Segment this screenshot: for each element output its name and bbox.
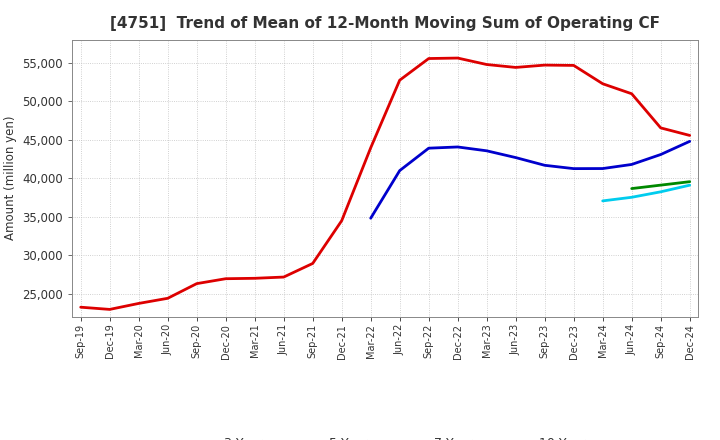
3 Years xyxy=(395,77,404,83)
10 Years xyxy=(657,183,665,188)
Line: 5 Years: 5 Years xyxy=(371,141,690,218)
3 Years xyxy=(105,307,114,312)
3 Years xyxy=(76,304,85,310)
5 Years xyxy=(366,216,375,221)
3 Years xyxy=(221,276,230,281)
3 Years xyxy=(511,65,520,70)
3 Years xyxy=(163,296,172,301)
3 Years xyxy=(627,91,636,96)
7 Years xyxy=(685,183,694,188)
5 Years xyxy=(570,166,578,171)
5 Years xyxy=(482,148,491,154)
3 Years xyxy=(424,56,433,61)
3 Years xyxy=(251,275,259,281)
3 Years xyxy=(366,145,375,150)
3 Years xyxy=(598,81,607,86)
7 Years xyxy=(657,189,665,194)
3 Years xyxy=(685,133,694,138)
3 Years xyxy=(192,281,201,286)
Y-axis label: Amount (million yen): Amount (million yen) xyxy=(4,116,17,240)
3 Years xyxy=(657,125,665,131)
3 Years xyxy=(454,55,462,61)
5 Years xyxy=(627,162,636,167)
5 Years xyxy=(454,144,462,150)
3 Years xyxy=(570,63,578,68)
Legend: 3 Years, 5 Years, 7 Years, 10 Years: 3 Years, 5 Years, 7 Years, 10 Years xyxy=(174,432,597,440)
7 Years xyxy=(627,194,636,200)
Line: 7 Years: 7 Years xyxy=(603,185,690,201)
5 Years xyxy=(598,166,607,171)
3 Years xyxy=(482,62,491,67)
5 Years xyxy=(685,139,694,144)
3 Years xyxy=(135,301,143,306)
3 Years xyxy=(338,218,346,224)
5 Years xyxy=(395,168,404,173)
5 Years xyxy=(424,146,433,151)
5 Years xyxy=(541,163,549,168)
3 Years xyxy=(308,261,317,266)
Title: [4751]  Trend of Mean of 12-Month Moving Sum of Operating CF: [4751] Trend of Mean of 12-Month Moving … xyxy=(110,16,660,32)
3 Years xyxy=(541,62,549,68)
5 Years xyxy=(657,152,665,157)
10 Years xyxy=(685,179,694,184)
Line: 3 Years: 3 Years xyxy=(81,58,690,309)
5 Years xyxy=(511,155,520,160)
10 Years xyxy=(627,186,636,191)
3 Years xyxy=(279,275,288,280)
Line: 10 Years: 10 Years xyxy=(631,182,690,189)
7 Years xyxy=(598,198,607,204)
